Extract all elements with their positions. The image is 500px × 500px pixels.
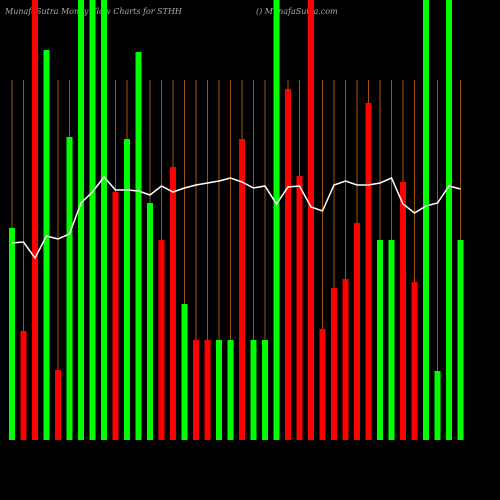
bar bbox=[446, 0, 452, 440]
bar bbox=[342, 279, 349, 440]
bar bbox=[365, 103, 372, 440]
bar bbox=[377, 240, 383, 440]
bar bbox=[423, 0, 429, 440]
bar bbox=[400, 182, 406, 440]
bar bbox=[331, 288, 337, 440]
bar bbox=[411, 282, 418, 440]
bar bbox=[193, 340, 199, 440]
bar bbox=[147, 203, 153, 440]
bar bbox=[158, 240, 165, 440]
bar bbox=[135, 52, 142, 440]
bar bbox=[250, 340, 257, 440]
bar bbox=[296, 176, 303, 440]
bar bbox=[78, 0, 84, 440]
bar bbox=[434, 371, 441, 440]
bar bbox=[181, 304, 188, 440]
bar bbox=[89, 0, 96, 440]
bar bbox=[112, 192, 119, 440]
bar bbox=[239, 139, 245, 440]
bar bbox=[124, 139, 130, 440]
bar bbox=[457, 240, 464, 440]
bar bbox=[9, 228, 15, 440]
bar bbox=[216, 340, 222, 440]
chart-subtitle: () MunafaSutra.com bbox=[256, 7, 338, 16]
bar bbox=[20, 331, 27, 440]
bar bbox=[43, 50, 50, 440]
bar bbox=[227, 340, 234, 440]
trend-line bbox=[11, 175, 461, 260]
bar bbox=[204, 340, 211, 440]
bar bbox=[308, 0, 314, 440]
bar bbox=[388, 240, 395, 440]
bar bbox=[262, 340, 268, 440]
bar bbox=[66, 137, 73, 440]
bar bbox=[273, 0, 280, 440]
bar bbox=[319, 329, 326, 440]
bar bbox=[55, 370, 61, 440]
bar bbox=[170, 167, 176, 440]
bar bbox=[354, 223, 360, 440]
bar bbox=[285, 89, 291, 440]
bar bbox=[32, 0, 38, 440]
bar bbox=[101, 0, 107, 440]
